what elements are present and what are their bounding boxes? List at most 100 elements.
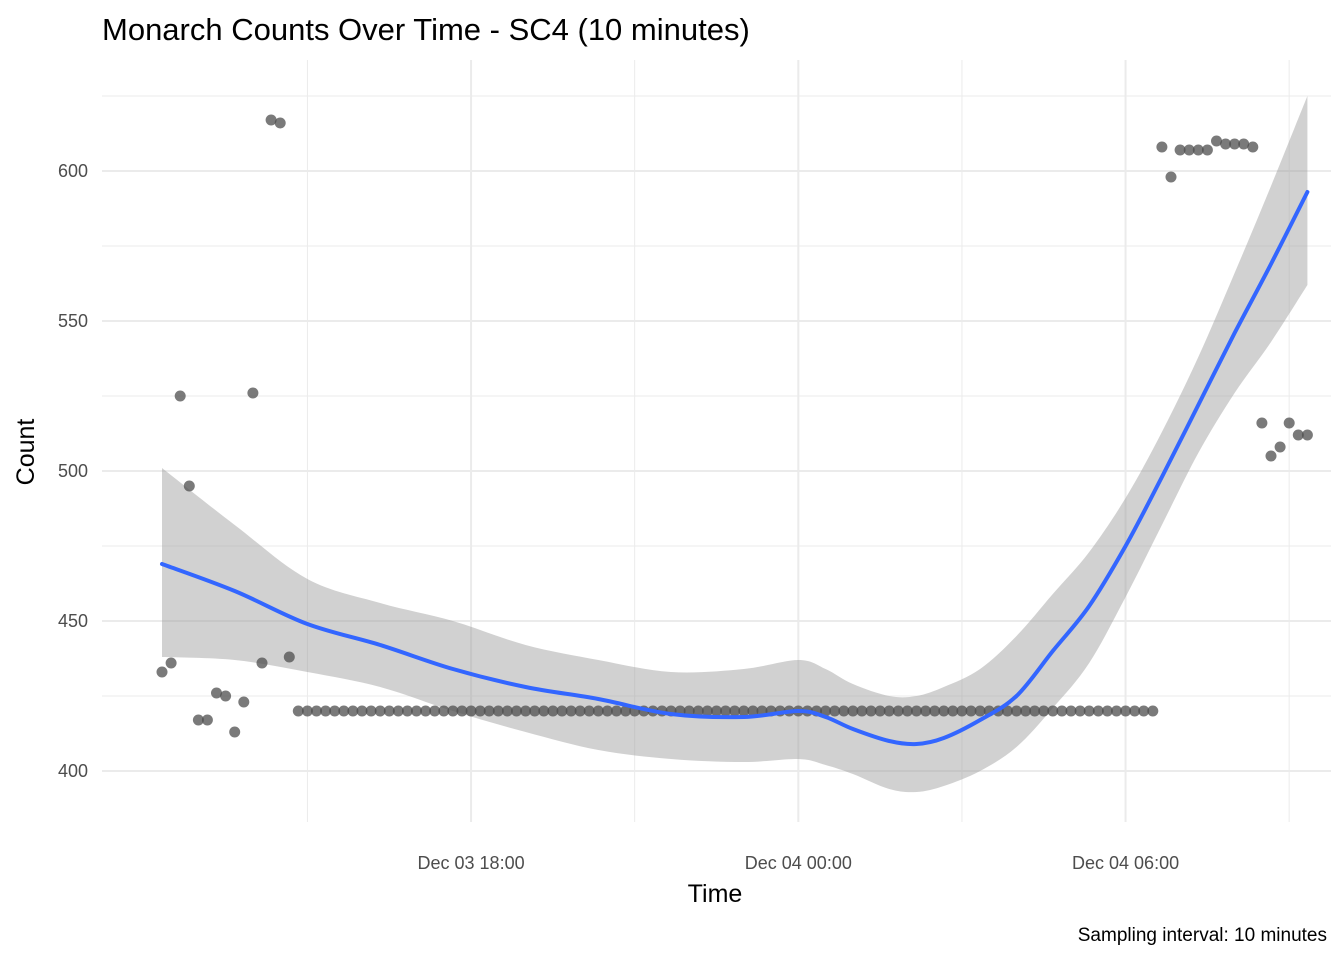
data-point bbox=[1011, 705, 1022, 717]
data-point bbox=[592, 705, 604, 717]
data-point bbox=[611, 705, 622, 717]
data-point bbox=[874, 705, 886, 717]
data-point bbox=[1020, 705, 1032, 717]
chart-caption: Sampling interval: 10 minutes bbox=[1078, 925, 1327, 946]
chart-title: Monarch Counts Over Time - SC4 (10 minut… bbox=[102, 12, 750, 47]
data-point bbox=[974, 705, 986, 717]
data-point bbox=[347, 705, 359, 717]
data-point bbox=[720, 705, 732, 717]
data-point bbox=[1101, 705, 1113, 717]
data-point bbox=[392, 705, 404, 717]
data-point bbox=[947, 705, 959, 717]
data-point bbox=[1111, 705, 1122, 717]
data-point bbox=[165, 657, 177, 669]
data-point bbox=[192, 714, 204, 726]
data-point bbox=[820, 705, 832, 717]
data-point bbox=[1220, 138, 1232, 150]
x-axis-tick-labels: Dec 03 18:00 Dec 04 00:00 Dec 04 06:00 bbox=[418, 853, 1180, 873]
data-point bbox=[238, 696, 250, 708]
data-point bbox=[929, 705, 941, 717]
data-point bbox=[1029, 705, 1041, 717]
data-point bbox=[156, 666, 168, 678]
data-point bbox=[1201, 144, 1213, 156]
smooth-trend-line bbox=[160, 190, 1310, 747]
data-point bbox=[1083, 705, 1095, 717]
data-point bbox=[401, 705, 413, 717]
data-point bbox=[892, 705, 904, 717]
data-point bbox=[556, 705, 568, 717]
data-point bbox=[183, 480, 195, 492]
data-point bbox=[1156, 141, 1168, 153]
data-point bbox=[356, 705, 368, 717]
data-point bbox=[1092, 705, 1104, 717]
data-point bbox=[511, 705, 522, 717]
data-point bbox=[301, 705, 313, 717]
data-point bbox=[520, 705, 532, 717]
data-point bbox=[901, 705, 913, 717]
data-point bbox=[847, 705, 859, 717]
data-point bbox=[838, 705, 850, 717]
data-point bbox=[738, 705, 750, 717]
data-point bbox=[1138, 705, 1150, 717]
data-point bbox=[247, 387, 259, 399]
data-point bbox=[574, 705, 586, 717]
data-point bbox=[1001, 705, 1013, 717]
data-point bbox=[1065, 705, 1077, 717]
data-point bbox=[729, 705, 741, 717]
data-point bbox=[1292, 429, 1304, 441]
data-points bbox=[156, 114, 1313, 738]
y-axis-tick-labels: 400 450 500 550 600 bbox=[58, 161, 88, 781]
data-point bbox=[483, 705, 495, 717]
data-point bbox=[1265, 450, 1277, 462]
x-tick-label: Dec 03 18:00 bbox=[418, 853, 525, 873]
data-point bbox=[383, 705, 395, 717]
y-axis-title: Count bbox=[12, 419, 40, 486]
minor-gridlines bbox=[102, 60, 1331, 822]
data-point bbox=[1183, 144, 1195, 156]
data-point bbox=[829, 705, 841, 717]
data-point bbox=[538, 705, 550, 717]
data-point bbox=[1192, 144, 1204, 156]
data-point bbox=[1301, 429, 1313, 441]
data-point bbox=[283, 651, 295, 663]
data-point bbox=[938, 705, 950, 717]
data-point bbox=[220, 690, 232, 702]
data-point bbox=[411, 705, 422, 717]
data-point bbox=[620, 705, 632, 717]
data-point bbox=[292, 705, 304, 717]
data-point bbox=[1283, 417, 1295, 429]
data-point bbox=[211, 687, 222, 699]
data-point bbox=[274, 117, 286, 129]
data-point bbox=[583, 705, 595, 717]
data-point bbox=[374, 705, 386, 717]
x-tick-label: Dec 04 00:00 bbox=[745, 853, 852, 873]
data-point bbox=[865, 705, 877, 717]
data-point bbox=[956, 705, 968, 717]
data-point bbox=[265, 114, 277, 126]
data-point bbox=[429, 705, 441, 717]
data-point bbox=[547, 705, 559, 717]
data-point bbox=[1047, 705, 1059, 717]
data-point bbox=[174, 390, 186, 402]
data-point bbox=[883, 705, 895, 717]
data-point bbox=[711, 705, 722, 717]
data-point bbox=[1247, 141, 1259, 153]
data-point bbox=[856, 705, 868, 717]
data-point bbox=[229, 726, 241, 738]
major-gridlines bbox=[102, 60, 1331, 822]
data-point bbox=[501, 705, 513, 717]
data-point bbox=[1165, 171, 1177, 183]
data-point bbox=[447, 705, 459, 717]
data-point bbox=[911, 705, 922, 717]
data-point bbox=[365, 705, 377, 717]
data-point bbox=[1229, 138, 1241, 150]
data-point bbox=[1256, 417, 1268, 429]
data-point bbox=[529, 705, 541, 717]
data-point bbox=[1274, 441, 1286, 453]
data-point bbox=[1038, 705, 1050, 717]
y-tick-label: 550 bbox=[58, 311, 88, 331]
data-point bbox=[1147, 705, 1159, 717]
data-point bbox=[492, 705, 504, 717]
data-point bbox=[692, 705, 704, 717]
